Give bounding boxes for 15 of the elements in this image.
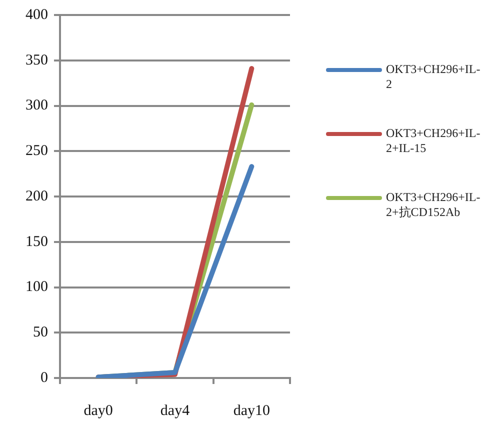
x-tick-label: day10 [233,402,270,419]
y-tick-label: 250 [26,143,48,160]
y-tick-label: 400 [26,6,48,23]
y-tick-label: 0 [40,370,48,386]
y-tick-label: 50 [33,324,48,341]
x-tick-label: day4 [160,402,190,419]
legend-label: OKT3+CH296+IL-2+抗CD152Ab [386,190,482,220]
legend-label: OKT3+CH296+IL-2+IL-15 [386,126,482,156]
y-tick-label: 300 [26,98,48,114]
y-tick-label: 150 [26,234,48,250]
x-tick-label: day0 [84,402,113,419]
y-tick-label: 350 [26,52,48,68]
y-tick-label: 200 [26,188,48,204]
legend-label: OKT3+CH296+IL-2 [386,62,482,92]
y-tick-label: 100 [26,279,48,296]
